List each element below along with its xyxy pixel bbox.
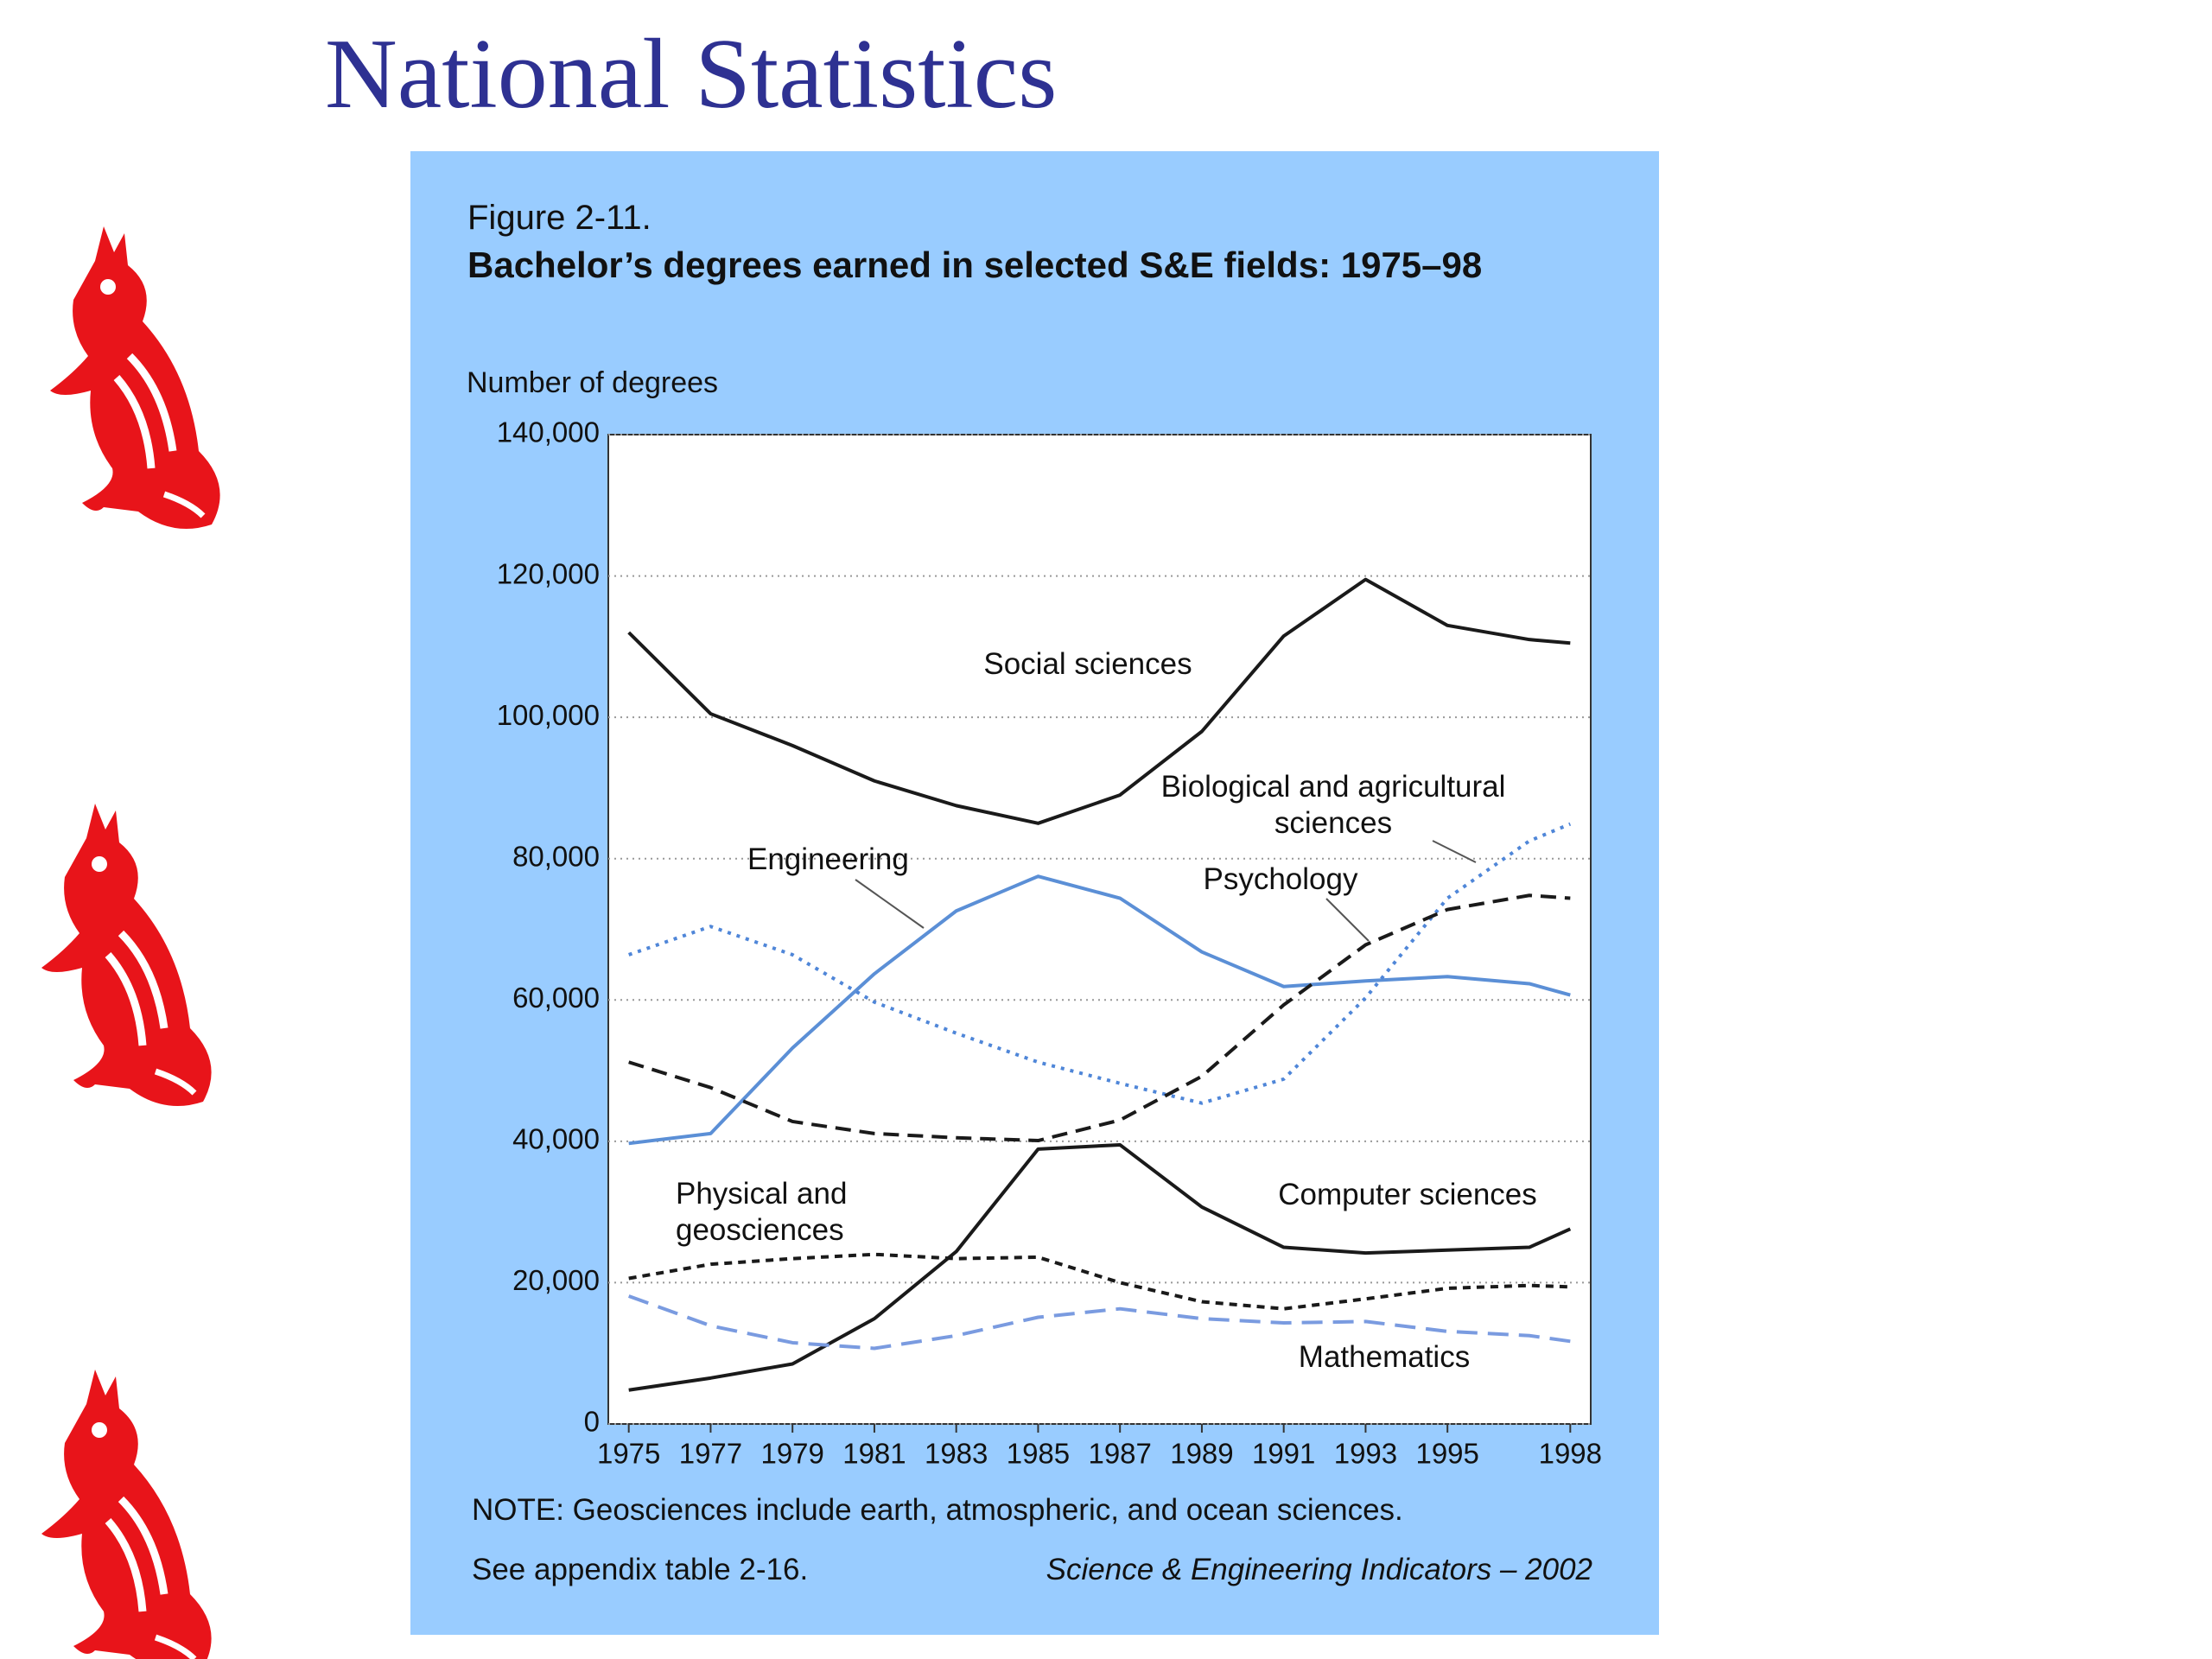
x-tick-label: 1985 (1007, 1438, 1070, 1470)
series-label: Social sciences (983, 647, 1192, 681)
x-tick-label: 1975 (597, 1438, 660, 1470)
x-tick-label: 1979 (760, 1438, 823, 1470)
y-tick-label: 140,000 (497, 416, 600, 448)
y-tick-label: 100,000 (497, 699, 600, 731)
figure-label: Figure 2-11. (467, 199, 652, 237)
slide-title: National Statistics (325, 19, 1058, 130)
chipmunk-icon (41, 1370, 212, 1659)
series-label: Mathematics (1298, 1340, 1471, 1374)
series-label: Biological and agricultural sciences (1160, 770, 1506, 840)
series-line (627, 577, 1571, 825)
x-tick-label: 1993 (1334, 1438, 1397, 1470)
x-tick-label: 1991 (1252, 1438, 1315, 1470)
leader-line (1432, 840, 1477, 863)
leader-line (1325, 898, 1370, 942)
y-axis-label: Number of degrees (467, 366, 719, 399)
figure-title: Bachelor’s degrees earned in selected S&… (467, 245, 1483, 285)
x-tick-label: 1998 (1539, 1438, 1602, 1470)
y-tick-label: 120,000 (497, 557, 600, 589)
source-left: See appendix table 2-16. (472, 1553, 809, 1586)
series-label: Engineering (747, 842, 909, 876)
x-tick-label: 1989 (1170, 1438, 1233, 1470)
x-tick-label: 1995 (1415, 1438, 1478, 1470)
series-line (628, 1142, 1572, 1392)
x-tick-label: 1987 (1088, 1438, 1151, 1470)
series-line (628, 874, 1571, 1146)
series-line (628, 893, 1571, 1143)
y-tick-label: 80,000 (512, 840, 600, 872)
note: NOTE: Geosciences include earth, atmosph… (472, 1493, 1403, 1527)
x-tick-label: 1983 (925, 1438, 988, 1470)
x-tick-label: 1977 (679, 1438, 742, 1470)
series-label: Physical and geosciences (676, 1177, 848, 1247)
y-tick-label: 60,000 (512, 982, 600, 1014)
chipmunk-icon (50, 226, 220, 529)
series-line (628, 822, 1572, 1105)
series-label: Psychology (1203, 862, 1358, 896)
y-tick-label: 20,000 (512, 1264, 600, 1296)
source-right: Science & Engineering Indicators – 2002 (1046, 1553, 1592, 1586)
series-label: Computer sciences (1278, 1178, 1537, 1211)
series-line (628, 1294, 1571, 1351)
x-tick-label: 1981 (842, 1438, 906, 1470)
y-tick-label: 0 (584, 1406, 600, 1438)
leader-line (855, 879, 925, 929)
chipmunk-icon (41, 804, 212, 1106)
y-tick-label: 40,000 (512, 1123, 600, 1155)
